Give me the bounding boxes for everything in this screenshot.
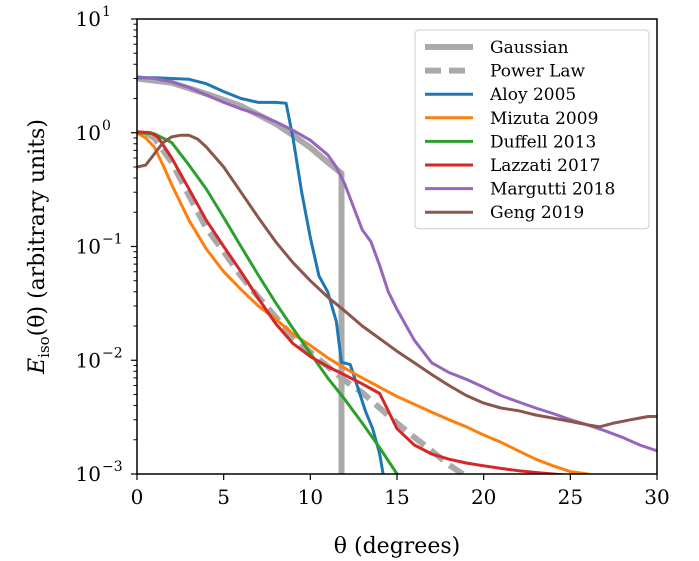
series-line-aloy-2005	[137, 76, 385, 474]
series-line-mizuta-2009	[137, 131, 590, 474]
legend-box	[414, 29, 650, 230]
x-tick-label: 0	[131, 485, 144, 509]
series-line-duffell-2013	[137, 131, 399, 474]
y-tick-exponent: −3	[102, 459, 123, 475]
legend-label: Gaussian	[490, 38, 569, 58]
legend-label: Duffell 2013	[490, 132, 596, 152]
x-tick-label: 5	[217, 485, 230, 509]
series-line-power-law	[144, 130, 465, 474]
y-tick-label: 10	[76, 235, 101, 259]
y-tick-label: 10	[76, 348, 101, 372]
y-tick-exponent: −2	[102, 345, 123, 361]
x-tick-label: 10	[298, 485, 323, 509]
legend-label: Margutti 2018	[490, 180, 615, 200]
series-line-margutti-2018	[137, 75, 657, 453]
y-tick-label: 10	[76, 462, 101, 486]
y-axis-title-rest: (θ) (arbitrary units)	[25, 119, 50, 336]
y-axis-title-symbol: E	[25, 358, 50, 375]
legend-label: Mizuta 2009	[490, 109, 598, 129]
legend-label: Power Law	[490, 62, 586, 82]
plot-lines	[137, 75, 657, 474]
legend-label: Lazzati 2017	[490, 156, 600, 176]
legend-label: Aloy 2005	[489, 85, 576, 105]
y-tick-exponent: −1	[102, 232, 123, 248]
x-tick-label: 15	[384, 485, 409, 509]
x-axis: 0 5 10 15 20 25 30	[131, 474, 670, 509]
y-tick-label: 10	[76, 7, 101, 31]
legend-label: Geng 2019	[490, 203, 584, 223]
y-axis-title-subscript: iso	[35, 336, 53, 358]
legend: Gaussian Power Law Aloy 2005 Mizuta 2009 Duf…	[414, 29, 650, 230]
y-axis-title: Eiso(θ) (arbitrary units)	[25, 119, 53, 375]
series-line-lazzati-2017	[137, 130, 571, 474]
x-tick-label: 20	[471, 485, 496, 509]
y-tick-exponent: 1	[102, 4, 111, 20]
x-axis-title: θ (degrees)	[334, 534, 460, 559]
y-tick-label: 10	[76, 121, 101, 145]
x-tick-label: 25	[558, 485, 583, 509]
x-tick-label: 30	[644, 485, 669, 509]
series-line-geng-2019	[137, 133, 657, 429]
y-tick-exponent: 0	[102, 118, 111, 134]
